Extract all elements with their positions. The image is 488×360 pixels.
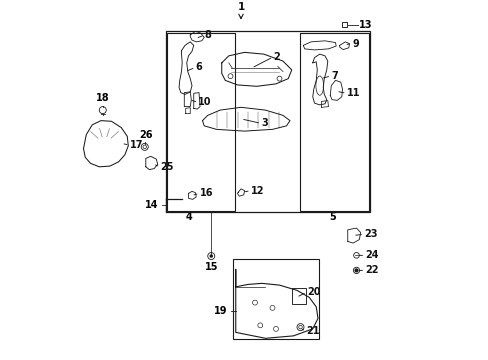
Text: 14: 14 — [145, 199, 159, 210]
Text: 22: 22 — [365, 265, 378, 275]
Text: 8: 8 — [204, 30, 211, 40]
Text: 23: 23 — [364, 229, 377, 239]
Bar — [341, 22, 346, 27]
Text: 10: 10 — [198, 98, 211, 107]
Text: 26: 26 — [139, 130, 152, 140]
Text: 6: 6 — [195, 62, 202, 72]
Text: 21: 21 — [305, 326, 319, 336]
Bar — [233, 259, 318, 339]
Text: 24: 24 — [365, 250, 378, 260]
Text: 12: 12 — [250, 186, 264, 195]
Bar — [299, 33, 368, 211]
Text: 18: 18 — [96, 93, 109, 103]
Text: 15: 15 — [204, 262, 218, 272]
Text: 7: 7 — [331, 71, 337, 81]
Text: 19: 19 — [214, 306, 227, 316]
Circle shape — [210, 255, 212, 257]
Text: 4: 4 — [185, 212, 191, 222]
Text: 11: 11 — [346, 88, 360, 98]
Text: 9: 9 — [351, 39, 358, 49]
Bar — [291, 288, 305, 304]
Text: 17: 17 — [129, 140, 143, 150]
Text: 5: 5 — [328, 212, 335, 222]
Text: 20: 20 — [306, 287, 320, 297]
Text: 13: 13 — [359, 20, 372, 30]
Text: 1: 1 — [237, 2, 244, 12]
Text: 3: 3 — [261, 118, 267, 129]
Text: 25: 25 — [160, 162, 174, 172]
Bar — [166, 33, 235, 211]
Text: 2: 2 — [273, 52, 279, 62]
Bar — [165, 31, 370, 212]
Circle shape — [354, 269, 357, 272]
Text: 16: 16 — [199, 188, 213, 198]
